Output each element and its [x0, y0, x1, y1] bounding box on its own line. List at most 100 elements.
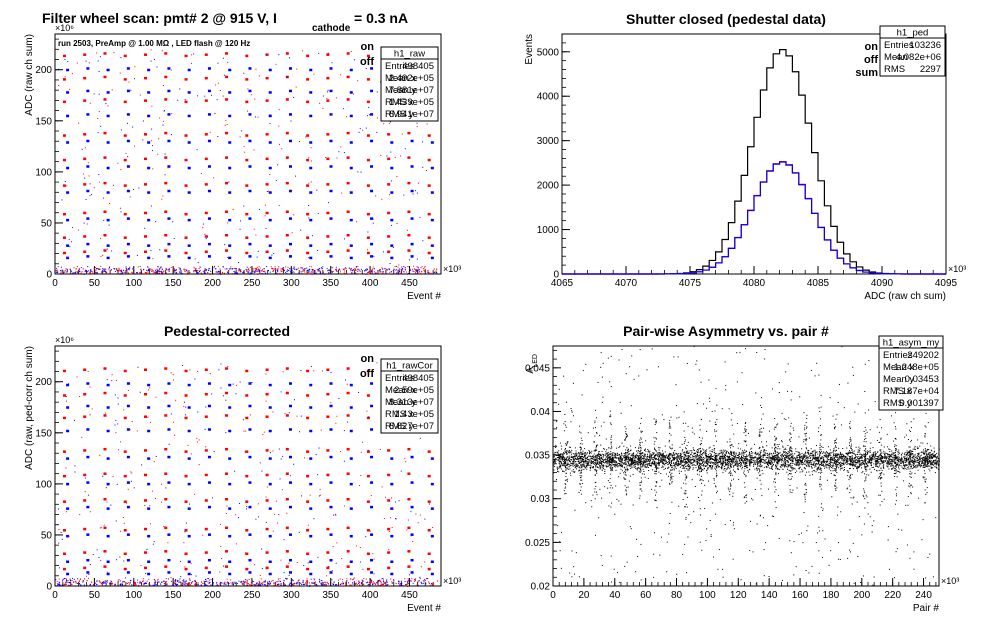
data-point — [76, 62, 78, 64]
data-point — [428, 271, 430, 274]
data-point — [225, 414, 229, 417]
data-point — [238, 269, 240, 271]
data-point — [368, 273, 370, 275]
data-point — [924, 457, 926, 459]
data-point — [882, 465, 884, 467]
data-point — [589, 468, 591, 470]
data-point — [923, 453, 925, 455]
data-point — [326, 211, 330, 215]
data-point — [385, 580, 387, 582]
data-point — [259, 270, 261, 272]
data-point — [390, 191, 394, 194]
data-point — [228, 270, 230, 272]
data-point — [385, 584, 387, 586]
data-point — [830, 455, 832, 457]
data-point — [364, 270, 366, 272]
data-point — [73, 267, 75, 269]
data-point — [839, 465, 841, 467]
data-point — [285, 550, 289, 553]
data-point — [126, 189, 130, 193]
data-point — [745, 462, 747, 464]
data-point — [313, 370, 315, 372]
legend-on: on — [865, 41, 879, 53]
data-point — [269, 583, 271, 585]
data-point — [810, 463, 812, 465]
data-point — [184, 78, 188, 81]
data-point — [249, 414, 251, 416]
data-point — [296, 583, 298, 585]
data-point — [349, 406, 353, 409]
data-point — [89, 414, 91, 416]
data-point — [857, 462, 859, 464]
data-point — [248, 505, 252, 509]
data-point — [147, 114, 151, 118]
data-point — [136, 430, 138, 432]
data-point — [319, 270, 321, 272]
data-point — [349, 114, 353, 118]
data-point — [318, 578, 320, 580]
y-tick-label: 200 — [35, 65, 52, 76]
data-point — [103, 565, 107, 568]
data-point — [282, 455, 284, 457]
data-point — [936, 467, 938, 469]
data-point — [330, 114, 332, 116]
data-point — [329, 217, 333, 220]
data-point — [288, 505, 292, 509]
data-point — [120, 129, 122, 131]
data-point — [646, 453, 648, 455]
data-point — [109, 584, 111, 586]
data-point — [305, 583, 307, 585]
data-point — [281, 270, 283, 272]
data-point — [66, 244, 70, 247]
data-point — [859, 456, 861, 458]
data-point — [285, 131, 289, 135]
data-point — [121, 583, 124, 585]
data-point — [57, 583, 59, 585]
data-point — [420, 581, 422, 584]
data-point — [266, 584, 268, 586]
data-point — [264, 579, 266, 581]
data-point — [617, 465, 619, 467]
data-point — [120, 269, 122, 271]
data-point — [191, 54, 193, 56]
data-point — [126, 502, 128, 504]
data-point — [262, 434, 264, 436]
data-point — [834, 453, 836, 455]
data-point — [66, 579, 68, 581]
data-point — [903, 456, 905, 458]
data-point — [430, 572, 434, 576]
data-point — [225, 447, 229, 451]
data-point — [703, 464, 705, 466]
data-point — [906, 456, 908, 458]
data-point — [275, 269, 277, 271]
data-point — [123, 236, 127, 239]
data-point — [272, 580, 274, 582]
data-point — [311, 266, 313, 268]
data-point — [331, 570, 333, 572]
data-point — [103, 367, 107, 370]
data-point — [105, 268, 107, 270]
data-point — [95, 269, 97, 271]
data-point — [641, 452, 643, 454]
data-point — [195, 584, 197, 586]
data-point — [60, 270, 62, 272]
data-point — [164, 447, 168, 451]
data-point — [582, 450, 584, 452]
data-point — [654, 448, 656, 450]
data-point — [111, 380, 113, 382]
data-point — [268, 383, 272, 387]
data-point — [164, 497, 168, 501]
data-point — [306, 267, 308, 269]
data-point — [346, 181, 350, 185]
data-point — [349, 166, 353, 170]
data-point — [186, 583, 188, 585]
data-point — [621, 465, 623, 467]
data-point — [190, 574, 192, 576]
data-point — [245, 500, 249, 503]
data-point — [228, 191, 232, 194]
data-point — [350, 584, 352, 586]
data-point — [744, 473, 746, 475]
data-point — [419, 576, 421, 578]
data-point — [62, 474, 66, 478]
data-point — [76, 376, 78, 378]
